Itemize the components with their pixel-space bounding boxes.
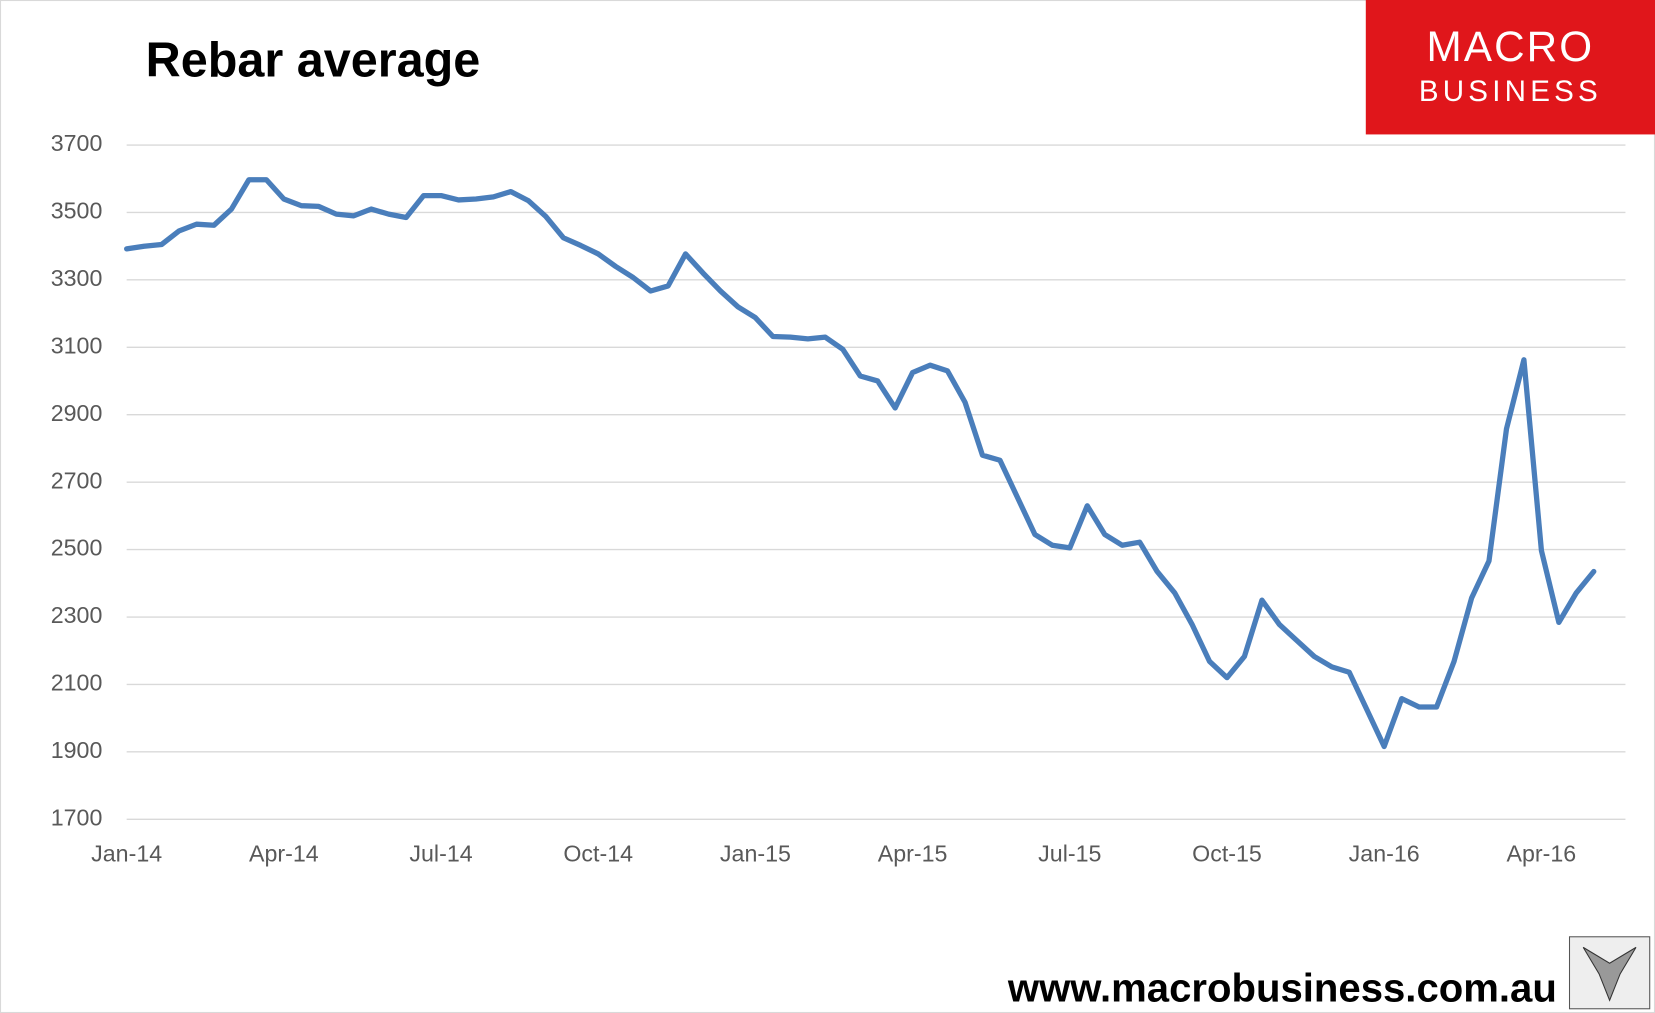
data-line [124,177,1597,750]
y-tick-label: 2500 [51,535,103,561]
logo-top: MACRO [1427,23,1595,70]
x-tick-label: Oct-14 [563,840,633,866]
x-tick-label: Jan-14 [91,840,162,866]
logo-bottom: BUSINESS [1419,75,1602,108]
y-tick-label: 3300 [51,265,103,291]
x-tick-label: Apr-15 [878,840,948,866]
logo-box [1365,0,1655,135]
x-tick-label: Jul-14 [409,840,472,866]
fox-face [1582,946,1637,1002]
y-tick-label: 2300 [51,602,103,628]
x-tick-label: Apr-14 [249,840,319,866]
y-tick-label: 2100 [51,670,103,696]
y-tick-label: 3700 [51,130,103,156]
y-tick-label: 1700 [51,804,103,830]
y-tick-label: 3500 [51,198,103,224]
y-tick-label: 1900 [51,737,103,763]
chart-title: Rebar average [146,33,481,87]
x-tick-label: Jan-15 [720,840,791,866]
y-tick-label: 2900 [51,400,103,426]
y-tick-label: 2700 [51,467,103,493]
y-tick-label: 3100 [51,332,103,358]
x-tick-label: Oct-15 [1192,840,1262,866]
x-tick-label: Jan-16 [1349,840,1420,866]
x-tick-label: Jul-15 [1038,840,1101,866]
site-url: www.macrobusiness.com.au [1007,965,1557,1010]
x-tick-label: Apr-16 [1507,840,1577,866]
